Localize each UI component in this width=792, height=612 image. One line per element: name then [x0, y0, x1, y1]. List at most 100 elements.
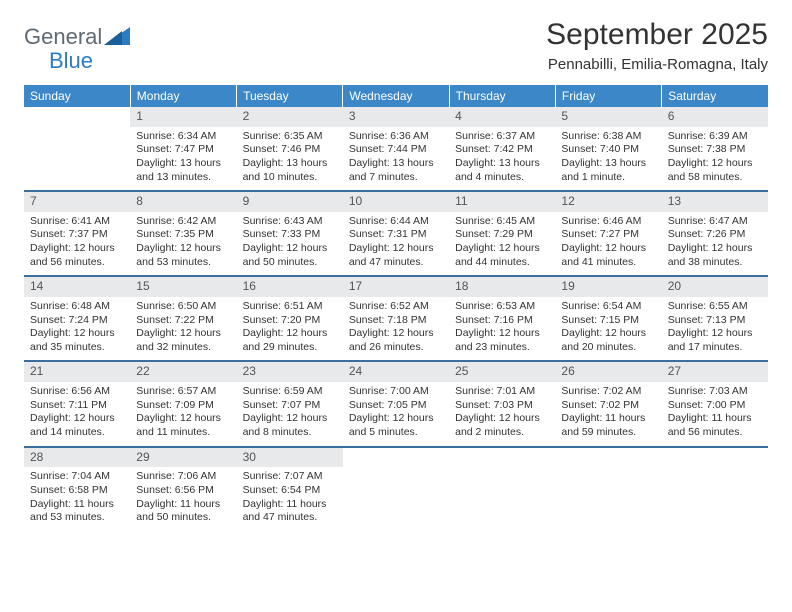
daylight-text: Daylight: 12 hours and 5 minutes.	[349, 412, 443, 439]
day-body: Sunrise: 6:55 AMSunset: 7:13 PMDaylight:…	[662, 297, 768, 361]
daylight-text: Daylight: 12 hours and 56 minutes.	[30, 242, 124, 269]
daylight-text: Daylight: 12 hours and 2 minutes.	[455, 412, 549, 439]
sunset-text: Sunset: 7:38 PM	[668, 143, 762, 157]
sunset-text: Sunset: 6:54 PM	[243, 484, 337, 498]
logo-word1: General	[24, 24, 102, 50]
sunrise-text: Sunrise: 6:41 AM	[30, 215, 124, 229]
day-body: Sunrise: 6:47 AMSunset: 7:26 PMDaylight:…	[662, 212, 768, 276]
sunrise-text: Sunrise: 6:56 AM	[30, 385, 124, 399]
day-body: Sunrise: 6:51 AMSunset: 7:20 PMDaylight:…	[237, 297, 343, 361]
sunrise-text: Sunrise: 6:55 AM	[668, 300, 762, 314]
sunrise-text: Sunrise: 7:03 AM	[668, 385, 762, 399]
calendar-day-cell: 30Sunrise: 7:07 AMSunset: 6:54 PMDayligh…	[237, 447, 343, 531]
daylight-text: Daylight: 11 hours and 56 minutes.	[668, 412, 762, 439]
calendar-day-cell: 1Sunrise: 6:34 AMSunset: 7:47 PMDaylight…	[130, 107, 236, 191]
sunset-text: Sunset: 7:13 PM	[668, 314, 762, 328]
day-number: 16	[237, 277, 343, 297]
sunrise-text: Sunrise: 6:59 AM	[243, 385, 337, 399]
calendar-day-cell: 23Sunrise: 6:59 AMSunset: 7:07 PMDayligh…	[237, 361, 343, 446]
weekday-header: Monday	[130, 85, 236, 107]
calendar-day-cell	[343, 447, 449, 531]
sunset-text: Sunset: 7:42 PM	[455, 143, 549, 157]
sunrise-text: Sunrise: 6:48 AM	[30, 300, 124, 314]
sunrise-text: Sunrise: 6:42 AM	[136, 215, 230, 229]
day-number: 3	[343, 107, 449, 127]
sunset-text: Sunset: 7:35 PM	[136, 228, 230, 242]
sunrise-text: Sunrise: 6:35 AM	[243, 130, 337, 144]
day-body: Sunrise: 7:01 AMSunset: 7:03 PMDaylight:…	[449, 382, 555, 446]
sunrise-text: Sunrise: 6:46 AM	[561, 215, 655, 229]
day-number: 23	[237, 362, 343, 382]
calendar-day-cell: 17Sunrise: 6:52 AMSunset: 7:18 PMDayligh…	[343, 276, 449, 361]
sunset-text: Sunset: 7:07 PM	[243, 399, 337, 413]
day-number	[449, 448, 555, 468]
daylight-text: Daylight: 12 hours and 47 minutes.	[349, 242, 443, 269]
daylight-text: Daylight: 12 hours and 14 minutes.	[30, 412, 124, 439]
day-body: Sunrise: 6:54 AMSunset: 7:15 PMDaylight:…	[555, 297, 661, 361]
calendar-day-cell: 12Sunrise: 6:46 AMSunset: 7:27 PMDayligh…	[555, 191, 661, 276]
sunset-text: Sunset: 6:56 PM	[136, 484, 230, 498]
day-number: 14	[24, 277, 130, 297]
day-number: 26	[555, 362, 661, 382]
sunset-text: Sunset: 7:47 PM	[136, 143, 230, 157]
calendar-day-cell: 25Sunrise: 7:01 AMSunset: 7:03 PMDayligh…	[449, 361, 555, 446]
day-number: 9	[237, 192, 343, 212]
calendar-day-cell: 3Sunrise: 6:36 AMSunset: 7:44 PMDaylight…	[343, 107, 449, 191]
day-number: 28	[24, 448, 130, 468]
page-title: September 2025	[546, 18, 768, 52]
daylight-text: Daylight: 12 hours and 41 minutes.	[561, 242, 655, 269]
sunrise-text: Sunrise: 7:07 AM	[243, 470, 337, 484]
day-number: 11	[449, 192, 555, 212]
calendar-week-row: 28Sunrise: 7:04 AMSunset: 6:58 PMDayligh…	[24, 447, 768, 531]
sunrise-text: Sunrise: 7:01 AM	[455, 385, 549, 399]
calendar-day-cell: 22Sunrise: 6:57 AMSunset: 7:09 PMDayligh…	[130, 361, 236, 446]
daylight-text: Daylight: 12 hours and 11 minutes.	[136, 412, 230, 439]
daylight-text: Daylight: 11 hours and 50 minutes.	[136, 498, 230, 525]
daylight-text: Daylight: 12 hours and 58 minutes.	[668, 157, 762, 184]
daylight-text: Daylight: 13 hours and 7 minutes.	[349, 157, 443, 184]
sunrise-text: Sunrise: 6:53 AM	[455, 300, 549, 314]
calendar-table: Sunday Monday Tuesday Wednesday Thursday…	[24, 85, 768, 531]
calendar-day-cell: 8Sunrise: 6:42 AMSunset: 7:35 PMDaylight…	[130, 191, 236, 276]
sunset-text: Sunset: 7:31 PM	[349, 228, 443, 242]
calendar-day-cell: 27Sunrise: 7:03 AMSunset: 7:00 PMDayligh…	[662, 361, 768, 446]
calendar-day-cell	[662, 447, 768, 531]
sunrise-text: Sunrise: 6:45 AM	[455, 215, 549, 229]
daylight-text: Daylight: 11 hours and 47 minutes.	[243, 498, 337, 525]
sunset-text: Sunset: 7:27 PM	[561, 228, 655, 242]
calendar-day-cell: 7Sunrise: 6:41 AMSunset: 7:37 PMDaylight…	[24, 191, 130, 276]
calendar-day-cell: 13Sunrise: 6:47 AMSunset: 7:26 PMDayligh…	[662, 191, 768, 276]
day-number	[662, 448, 768, 468]
day-number: 15	[130, 277, 236, 297]
day-number: 7	[24, 192, 130, 212]
day-body: Sunrise: 6:35 AMSunset: 7:46 PMDaylight:…	[237, 127, 343, 191]
sunset-text: Sunset: 7:24 PM	[30, 314, 124, 328]
day-body: Sunrise: 6:41 AMSunset: 7:37 PMDaylight:…	[24, 212, 130, 276]
daylight-text: Daylight: 12 hours and 35 minutes.	[30, 327, 124, 354]
weekday-header: Tuesday	[237, 85, 343, 107]
day-body: Sunrise: 6:44 AMSunset: 7:31 PMDaylight:…	[343, 212, 449, 276]
page-subtitle: Pennabilli, Emilia-Romagna, Italy	[546, 56, 768, 73]
day-body: Sunrise: 7:03 AMSunset: 7:00 PMDaylight:…	[662, 382, 768, 446]
calendar-day-cell: 16Sunrise: 6:51 AMSunset: 7:20 PMDayligh…	[237, 276, 343, 361]
day-body: Sunrise: 7:06 AMSunset: 6:56 PMDaylight:…	[130, 467, 236, 531]
sunrise-text: Sunrise: 6:38 AM	[561, 130, 655, 144]
sunset-text: Sunset: 7:33 PM	[243, 228, 337, 242]
day-body: Sunrise: 6:37 AMSunset: 7:42 PMDaylight:…	[449, 127, 555, 191]
sunrise-text: Sunrise: 7:06 AM	[136, 470, 230, 484]
sunrise-text: Sunrise: 6:50 AM	[136, 300, 230, 314]
day-number: 17	[343, 277, 449, 297]
weekday-header: Wednesday	[343, 85, 449, 107]
logo: General	[24, 24, 130, 50]
day-number: 4	[449, 107, 555, 127]
day-body: Sunrise: 7:00 AMSunset: 7:05 PMDaylight:…	[343, 382, 449, 446]
sunset-text: Sunset: 7:16 PM	[455, 314, 549, 328]
day-number	[343, 448, 449, 468]
daylight-text: Daylight: 11 hours and 53 minutes.	[30, 498, 124, 525]
sunset-text: Sunset: 7:02 PM	[561, 399, 655, 413]
day-number: 5	[555, 107, 661, 127]
calendar-day-cell: 6Sunrise: 6:39 AMSunset: 7:38 PMDaylight…	[662, 107, 768, 191]
day-number: 8	[130, 192, 236, 212]
day-body: Sunrise: 6:48 AMSunset: 7:24 PMDaylight:…	[24, 297, 130, 361]
sunset-text: Sunset: 7:11 PM	[30, 399, 124, 413]
